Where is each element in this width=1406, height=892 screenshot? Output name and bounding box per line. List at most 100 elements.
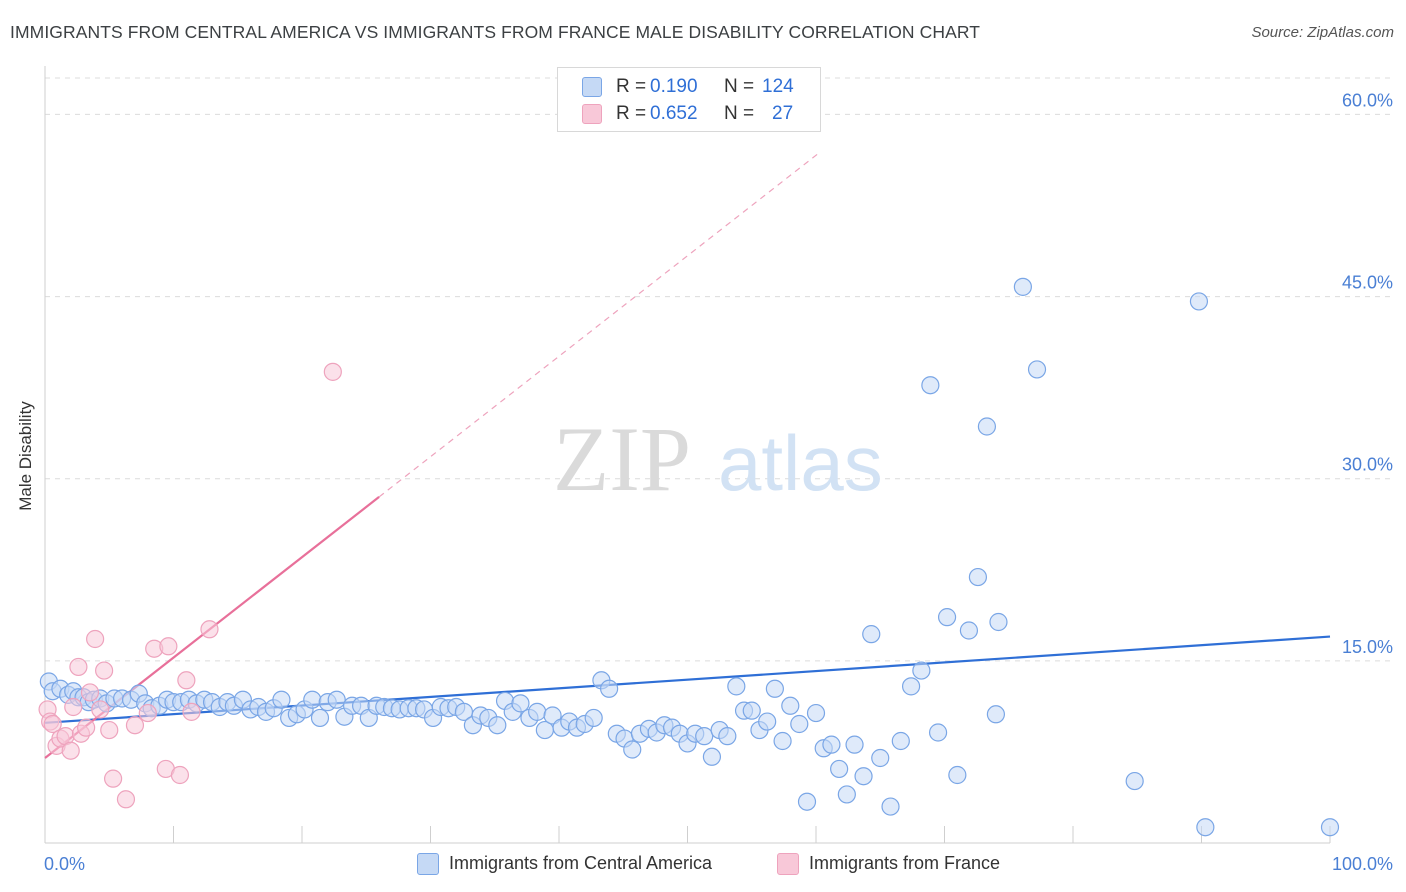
data-point-central-america bbox=[310, 708, 330, 728]
x-tick-label: 0.0% bbox=[44, 854, 85, 874]
y-axis-label: Male Disability bbox=[16, 401, 35, 511]
bottom-legend-label: Immigrants from France bbox=[809, 853, 1001, 873]
legend-r-value: 0.652 bbox=[650, 103, 698, 124]
data-point-france bbox=[177, 671, 196, 690]
legend-n-value: 124 bbox=[762, 76, 794, 97]
data-point-central-america bbox=[968, 567, 988, 587]
data-point-central-america bbox=[986, 705, 1006, 724]
watermark: ZIP atlas bbox=[553, 408, 883, 510]
data-point-central-america bbox=[511, 694, 530, 713]
data-point-france bbox=[64, 697, 83, 717]
bottom-legend-swatch-pink bbox=[777, 853, 799, 875]
data-point-central-america bbox=[327, 690, 346, 709]
data-point-france bbox=[104, 769, 123, 788]
data-point-central-america bbox=[822, 735, 841, 754]
x-tick-label: 100.0% bbox=[1332, 854, 1393, 874]
data-point-central-america bbox=[937, 608, 957, 627]
y-tick-label: 30.0% bbox=[1342, 455, 1393, 475]
data-point-central-america bbox=[600, 679, 619, 698]
data-point-france bbox=[182, 702, 201, 721]
data-point-france bbox=[170, 765, 190, 785]
x-tick-labels: 0.0% 100.0% bbox=[44, 854, 1393, 874]
data-point-france bbox=[80, 683, 100, 702]
legend-n-value: 27 bbox=[772, 103, 794, 124]
data-point-central-america bbox=[272, 690, 291, 709]
y-tick-label: 60.0% bbox=[1342, 90, 1393, 110]
data-point-central-america bbox=[773, 731, 792, 751]
legend-n-label: N = bbox=[724, 103, 755, 124]
legend-swatch-blue bbox=[582, 77, 602, 97]
legend-n-label: N = bbox=[724, 76, 755, 97]
data-point-central-america bbox=[989, 612, 1008, 632]
data-point-central-america bbox=[891, 731, 910, 751]
data-point-central-america bbox=[623, 740, 642, 759]
data-point-central-america bbox=[790, 714, 809, 734]
data-point-france bbox=[116, 790, 136, 809]
legend-r-label: R = bbox=[616, 103, 647, 124]
data-point-central-america bbox=[303, 690, 322, 709]
chart-title: IMMIGRANTS FROM CENTRAL AMERICA VS IMMIG… bbox=[10, 22, 981, 42]
data-point-central-america bbox=[695, 727, 714, 746]
y-tick-label: 15.0% bbox=[1342, 637, 1393, 657]
data-point-france bbox=[125, 716, 145, 735]
data-points bbox=[38, 277, 1340, 837]
data-point-central-america bbox=[765, 679, 784, 698]
data-point-central-america bbox=[1196, 818, 1215, 837]
y-tick-labels: 15.0% 30.0% 45.0% 60.0% bbox=[1342, 90, 1393, 656]
data-point-central-america bbox=[1013, 277, 1032, 296]
data-point-france bbox=[95, 661, 114, 680]
data-point-central-america bbox=[837, 785, 856, 804]
data-point-central-america bbox=[854, 767, 873, 786]
data-point-central-america bbox=[543, 706, 562, 725]
data-point-central-america bbox=[1189, 292, 1209, 311]
data-point-central-america bbox=[1320, 818, 1340, 837]
data-point-france bbox=[61, 741, 80, 760]
source-label: Source: ZipAtlas.com bbox=[1251, 24, 1394, 41]
data-point-central-america bbox=[959, 621, 979, 640]
bottom-legend-label: Immigrants from Central America bbox=[449, 853, 713, 873]
data-point-central-america bbox=[702, 747, 722, 766]
legend-swatch-pink bbox=[582, 104, 602, 124]
data-point-central-america bbox=[928, 723, 948, 742]
watermark-zip: ZIP bbox=[553, 408, 691, 510]
data-point-central-america bbox=[584, 708, 603, 728]
data-point-central-america bbox=[921, 376, 940, 395]
correlation-legend: R = 0.190 N = 124 R = 0.652 N = 27 bbox=[557, 67, 821, 132]
data-point-france bbox=[138, 703, 157, 723]
data-point-central-america bbox=[758, 712, 777, 731]
trend-line-france-extension bbox=[378, 152, 819, 498]
data-point-central-america bbox=[742, 701, 761, 720]
grid-lines bbox=[45, 77, 1395, 662]
legend-r-value: 0.190 bbox=[650, 76, 698, 97]
data-point-france bbox=[100, 720, 119, 740]
data-point-france bbox=[200, 620, 219, 639]
data-point-central-america bbox=[901, 677, 921, 696]
data-point-central-america bbox=[488, 716, 507, 735]
watermark-atlas: atlas bbox=[718, 419, 883, 507]
data-point-central-america bbox=[948, 765, 967, 785]
data-point-central-america bbox=[862, 625, 881, 644]
data-point-central-america bbox=[528, 702, 547, 721]
data-point-france bbox=[43, 714, 62, 734]
data-point-france bbox=[86, 629, 105, 649]
y-tick-label: 45.0% bbox=[1342, 273, 1393, 293]
data-point-central-america bbox=[1027, 360, 1047, 379]
data-point-france bbox=[159, 637, 178, 656]
data-point-central-america bbox=[718, 727, 737, 746]
data-point-central-america bbox=[1125, 771, 1144, 791]
data-point-central-america bbox=[830, 759, 849, 779]
data-point-central-america bbox=[781, 696, 800, 715]
data-point-central-america bbox=[806, 703, 826, 723]
legend-r-label: R = bbox=[616, 76, 647, 97]
data-point-france bbox=[323, 362, 342, 381]
data-point-central-america bbox=[977, 417, 997, 436]
bottom-legend-swatch-blue bbox=[417, 853, 439, 875]
data-point-central-america bbox=[912, 661, 931, 680]
data-point-central-america bbox=[881, 797, 900, 816]
data-point-central-america bbox=[727, 677, 746, 696]
data-point-france bbox=[77, 718, 96, 737]
data-point-central-america bbox=[797, 792, 817, 811]
data-point-france bbox=[69, 657, 88, 677]
data-point-central-america bbox=[845, 735, 864, 754]
